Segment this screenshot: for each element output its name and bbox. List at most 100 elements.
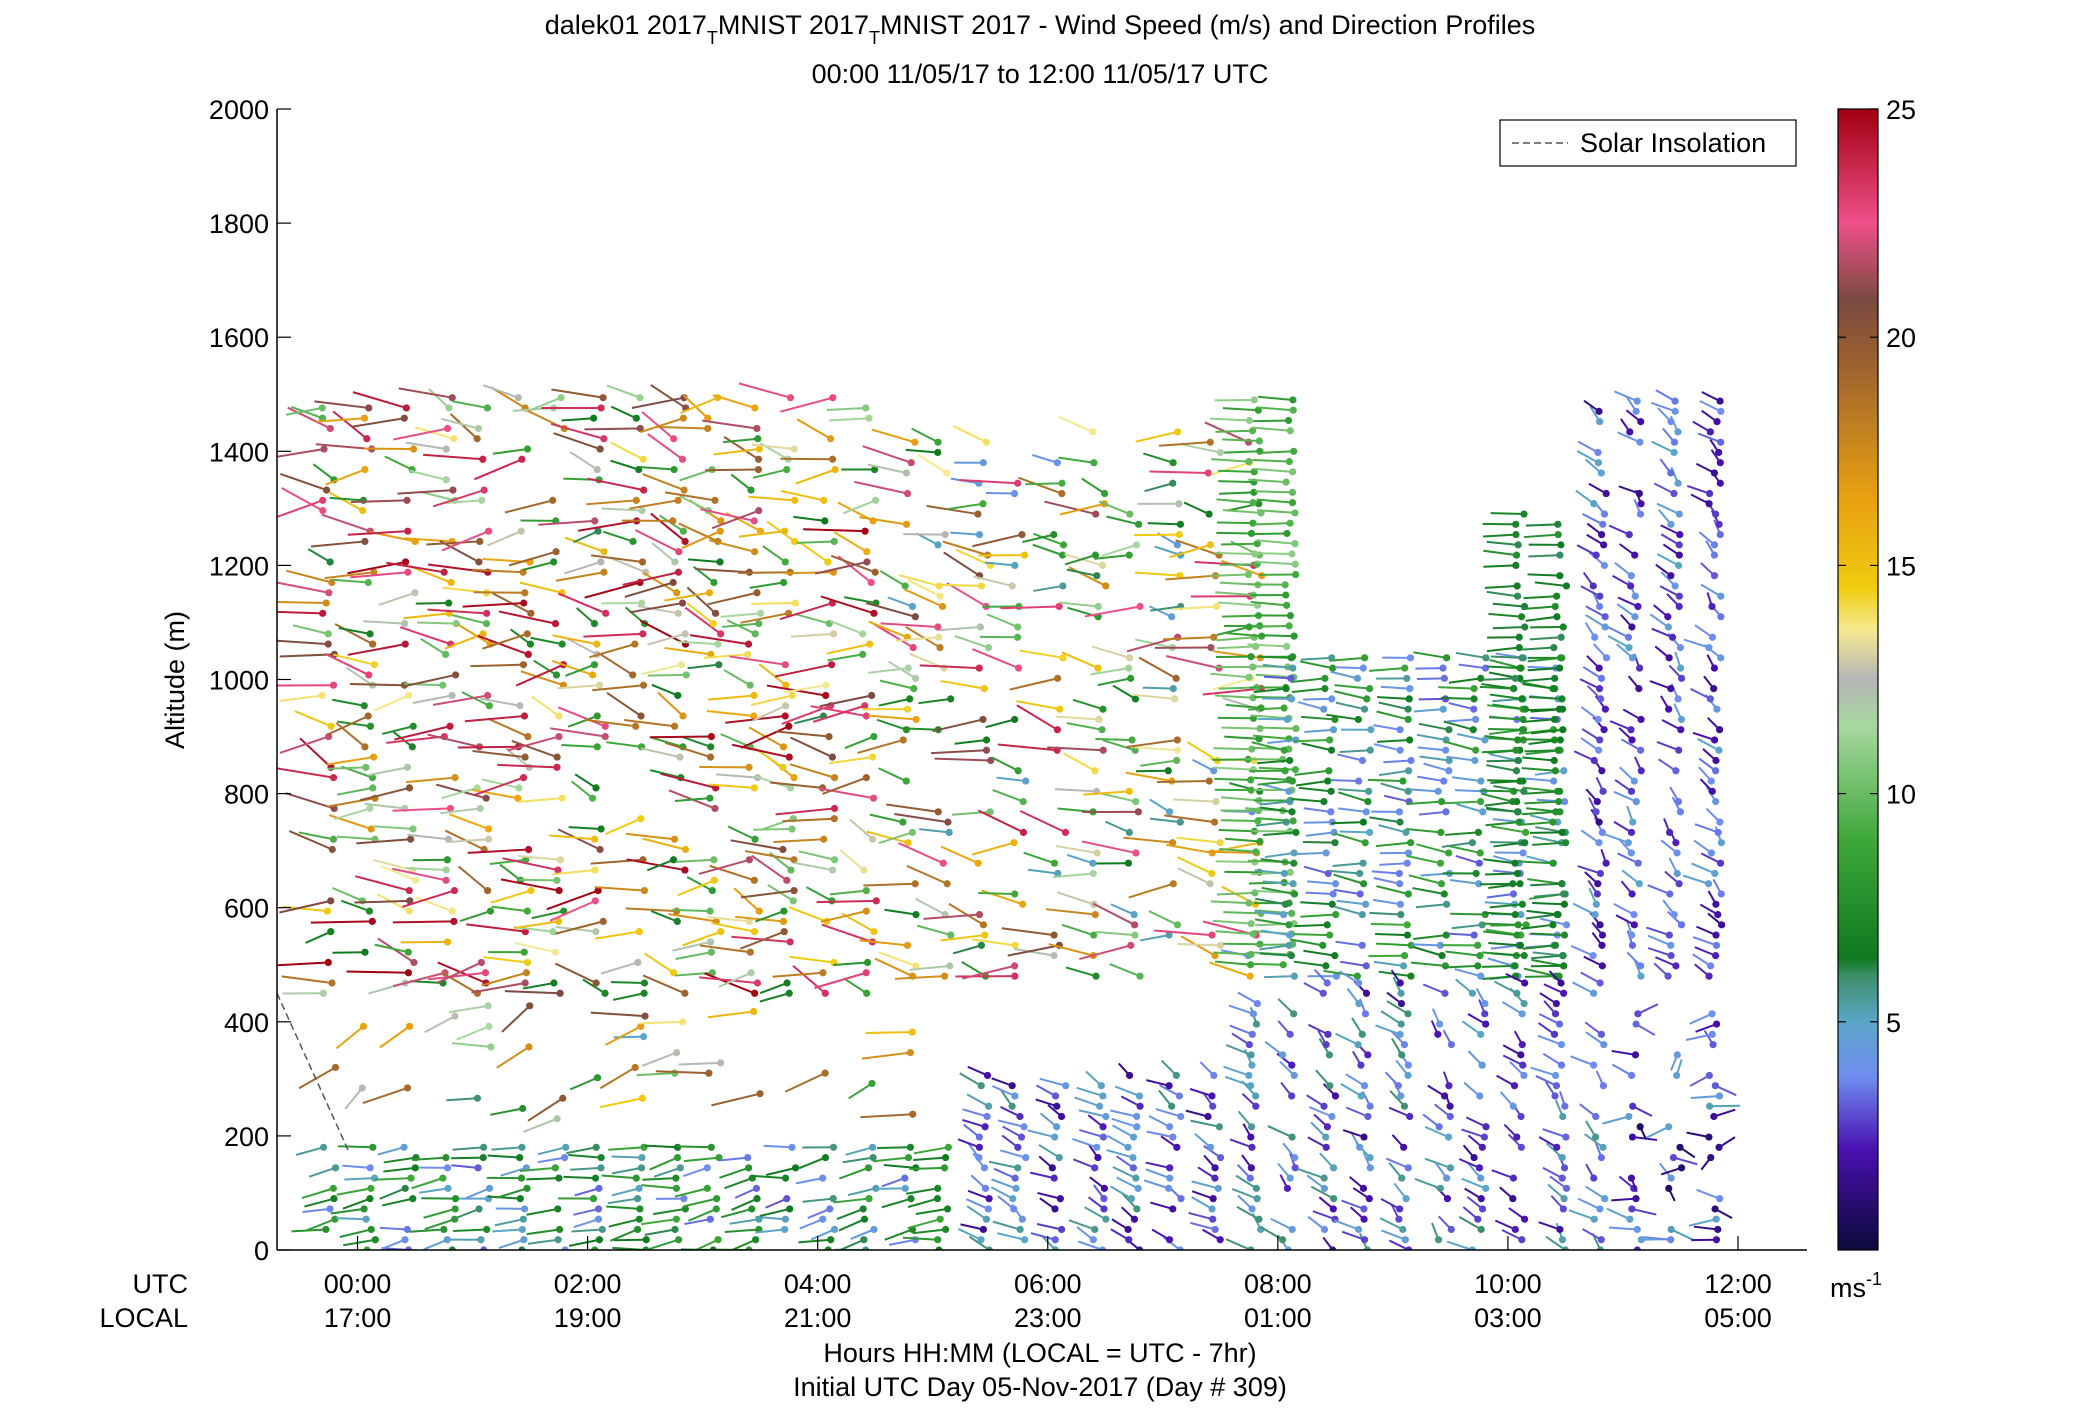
wind-barb-shaft [1104, 820, 1130, 834]
wind-barb-shaft [1527, 667, 1560, 672]
wind-barb-shaft [590, 1011, 646, 1018]
wind-barb-dot [1169, 1133, 1177, 1141]
wind-barb [552, 634, 601, 648]
wind-barb-shaft [1484, 584, 1518, 589]
wind-barb-shaft [1252, 734, 1290, 740]
wind-barb [590, 554, 647, 566]
wind-barb-dot [981, 1123, 989, 1131]
wind-barb-dot [519, 1104, 527, 1113]
wind-barb-shaft [1165, 574, 1216, 581]
wind-barb-shaft [647, 1238, 679, 1250]
wind-barb-dot [1550, 756, 1558, 765]
wind-barb [1294, 767, 1333, 776]
wind-barb [381, 1236, 409, 1250]
wind-barb-shaft [972, 648, 1019, 670]
wind-barb-dot [1551, 941, 1560, 949]
wind-barb [1417, 746, 1450, 754]
wind-barb-shaft [1258, 726, 1296, 730]
wind-barb-dot [331, 1164, 340, 1172]
wind-barb-dot [1436, 859, 1445, 867]
wind-barb-shaft [730, 839, 784, 851]
wind-barb-dot [1169, 880, 1177, 888]
wind-barb-shaft [570, 780, 594, 799]
wind-barb-shaft [555, 920, 604, 935]
wind-barb-dot [903, 705, 911, 713]
wind-barb-dot [906, 1049, 914, 1057]
wind-barb-dot [1674, 428, 1682, 436]
wind-barb [792, 965, 829, 997]
wind-barb [1338, 787, 1373, 795]
wind-barb-shaft [782, 817, 835, 823]
wind-barb [718, 969, 755, 988]
wind-barb-dot [1471, 756, 1479, 765]
wind-barb-dot [553, 1115, 561, 1123]
wind-barb-shaft [437, 961, 487, 984]
wind-barb [1059, 601, 1102, 611]
wind-barb [651, 683, 682, 700]
wind-barb-dot [1555, 797, 1563, 806]
wind-barb-dot [1628, 941, 1637, 949]
wind-barb-dot [1211, 952, 1219, 960]
wind-barb [1591, 932, 1606, 949]
wind-barb-shaft [828, 417, 870, 422]
wind-barb [907, 1215, 944, 1230]
wind-barb-shaft [759, 1207, 790, 1217]
wind-barb-shaft [1650, 401, 1676, 413]
wind-barb-dot [1472, 746, 1480, 754]
wind-barb-shaft [1526, 909, 1559, 916]
wind-barb [1173, 602, 1221, 611]
wind-barb [379, 1022, 414, 1049]
wind-barb [406, 774, 459, 784]
wind-barb [1084, 602, 1144, 618]
wind-barb-shaft [642, 572, 678, 594]
wind-barb [277, 958, 332, 967]
wind-barb-dot [1628, 931, 1636, 939]
wind-barb [1454, 968, 1485, 980]
wind-barb-shaft [1375, 841, 1411, 848]
wind-barb-shaft [1254, 490, 1293, 494]
wind-barb [1297, 701, 1328, 713]
wind-barb-dot [786, 938, 794, 946]
wind-barb-shaft [1066, 853, 1094, 865]
wind-barb [561, 414, 598, 422]
wind-barb-dot [549, 496, 557, 504]
wind-barb-shaft [1575, 489, 1595, 505]
wind-barb-dot [1512, 530, 1520, 539]
wind-barb [707, 1007, 758, 1019]
wind-barb-dot [943, 880, 951, 888]
wind-barb-dot [868, 1143, 877, 1151]
wind-barb [1259, 570, 1300, 579]
wind-barb [833, 958, 872, 967]
wind-barb-shaft [1448, 702, 1474, 711]
wind-barb-dot [331, 1215, 339, 1223]
wind-barb-shaft [1148, 605, 1173, 618]
wind-barb [1657, 407, 1675, 426]
wind-barb-shaft [1443, 720, 1474, 731]
wind-barb-dot [1252, 1020, 1261, 1028]
wind-barb-dot [672, 1184, 681, 1192]
wind-barb-shaft [711, 1092, 761, 1107]
wind-barb-shaft [819, 694, 872, 708]
wind-barb-shaft [865, 602, 916, 618]
wind-barb-dot [1094, 664, 1102, 672]
wind-barb-dot [1212, 797, 1220, 806]
wind-barb-shaft [1228, 1004, 1254, 1015]
wind-barb [1047, 746, 1107, 754]
wind-barb-dot [1210, 633, 1218, 641]
wind-barb [336, 784, 377, 796]
wind-barb-shaft [557, 706, 606, 728]
wind-barb-shaft [449, 413, 478, 440]
wind-barb-shaft [1301, 715, 1335, 721]
wind-barb-shaft [959, 1072, 982, 1087]
wind-barb-dot [785, 753, 793, 761]
wind-barb-dot [791, 537, 799, 546]
wind-barb [1603, 833, 1632, 847]
wind-barb [1696, 737, 1723, 754]
wind-barb [472, 750, 529, 761]
wind-barb [634, 529, 683, 556]
wind-barb-dot [754, 435, 762, 443]
wind-barb-shaft [759, 982, 788, 995]
wind-barb-shaft [907, 578, 941, 598]
wind-barb-dot [1355, 777, 1363, 785]
wind-barb [1225, 1043, 1255, 1059]
